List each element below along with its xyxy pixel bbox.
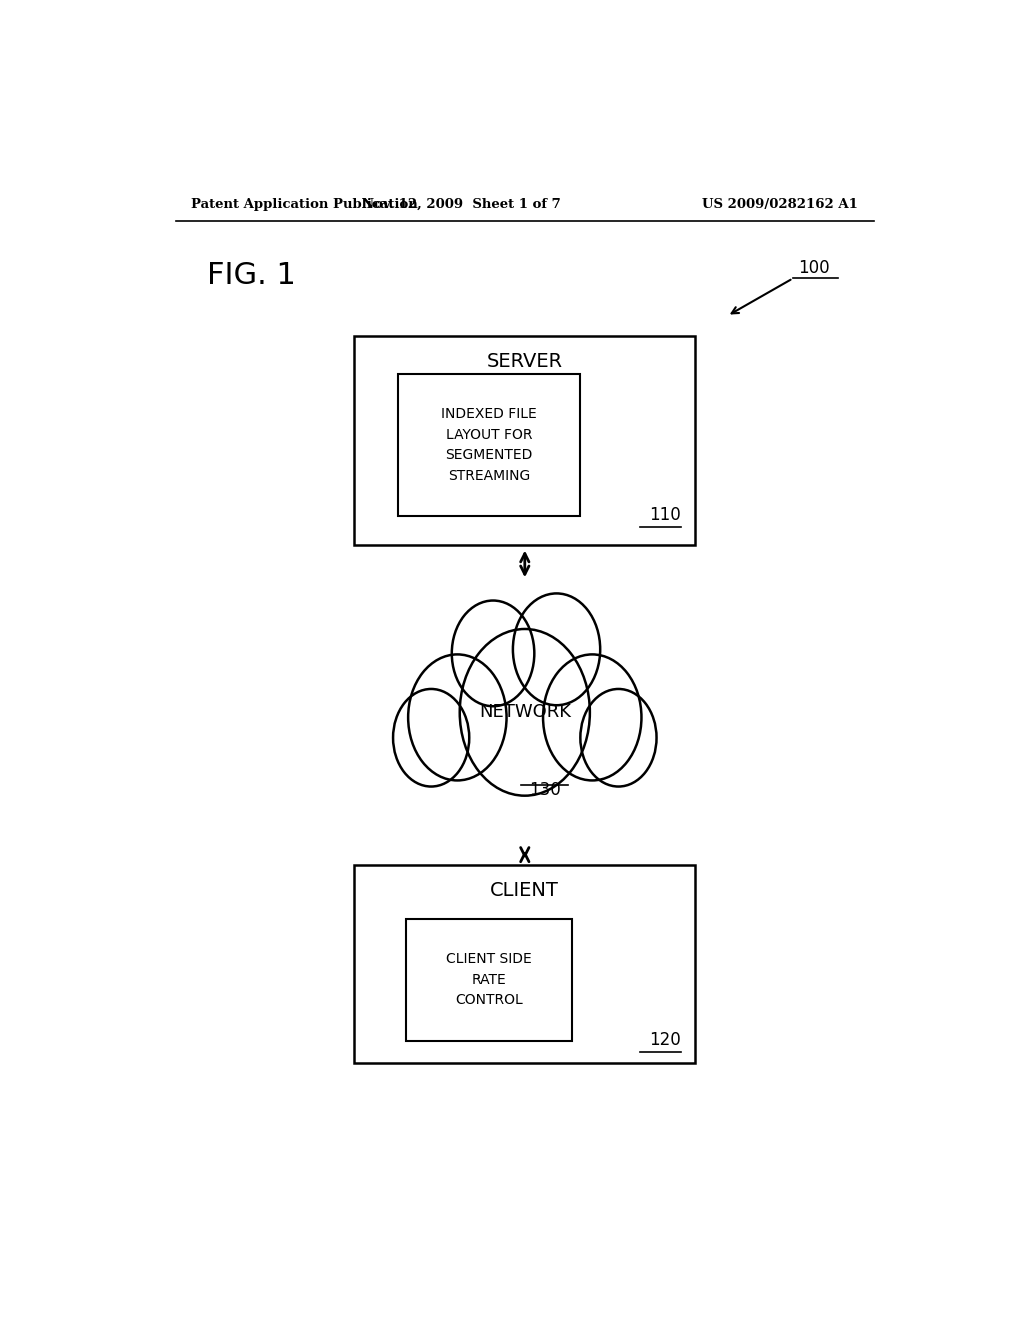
Circle shape: [409, 655, 507, 780]
Text: 110: 110: [649, 507, 681, 524]
Text: NETWORK: NETWORK: [479, 704, 570, 721]
Text: CLIENT SIDE
RATE
CONTROL: CLIENT SIDE RATE CONTROL: [446, 952, 531, 1007]
Text: 120: 120: [649, 1031, 681, 1049]
Text: Patent Application Publication: Patent Application Publication: [191, 198, 418, 211]
Text: SERVER: SERVER: [486, 352, 563, 371]
Circle shape: [452, 601, 535, 706]
FancyBboxPatch shape: [406, 919, 572, 1040]
Circle shape: [543, 655, 641, 780]
Circle shape: [460, 630, 590, 796]
Text: 130: 130: [528, 781, 560, 800]
Circle shape: [393, 689, 469, 787]
Text: Nov. 12, 2009  Sheet 1 of 7: Nov. 12, 2009 Sheet 1 of 7: [361, 198, 561, 211]
FancyBboxPatch shape: [397, 374, 581, 516]
Circle shape: [581, 689, 656, 787]
FancyBboxPatch shape: [354, 865, 695, 1063]
Text: 100: 100: [799, 259, 830, 277]
Text: INDEXED FILE
LAYOUT FOR
SEGMENTED
STREAMING: INDEXED FILE LAYOUT FOR SEGMENTED STREAM…: [441, 407, 537, 483]
Text: FIG. 1: FIG. 1: [207, 261, 296, 290]
FancyBboxPatch shape: [354, 337, 695, 545]
Text: CLIENT: CLIENT: [490, 880, 559, 900]
Text: US 2009/0282162 A1: US 2009/0282162 A1: [702, 198, 858, 211]
Circle shape: [513, 594, 600, 705]
